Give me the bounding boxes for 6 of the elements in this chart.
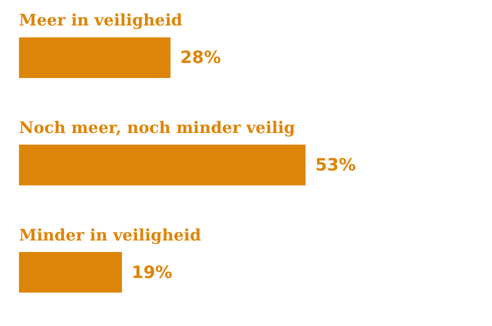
- data-label: 53%: [315, 155, 356, 176]
- data-label: 28%: [180, 48, 221, 68]
- y-tick-label: Noch meer, noch minder veilig: [19, 118, 296, 137]
- data-label: 19%: [132, 262, 172, 283]
- y-tick-label: Meer in veiligheid: [19, 10, 182, 30]
- y-tick-label: Minder in veiligheid: [19, 225, 202, 244]
